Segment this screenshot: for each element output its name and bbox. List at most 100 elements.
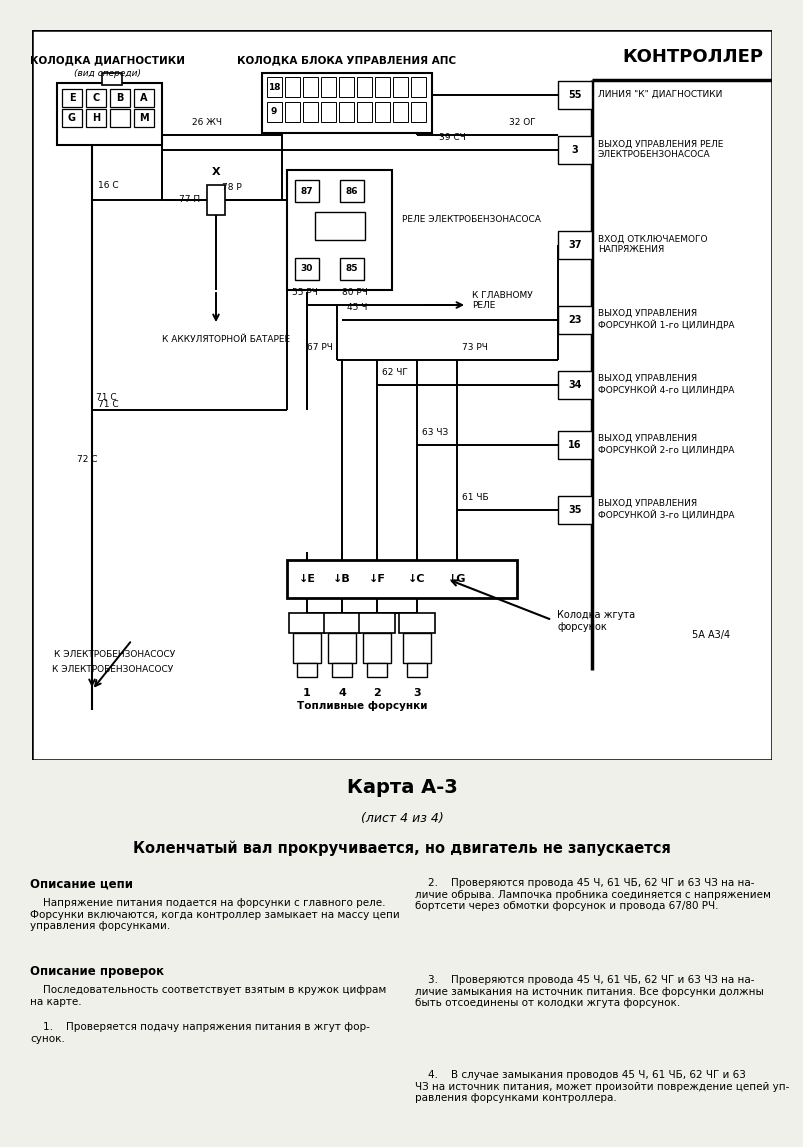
Text: 23: 23 bbox=[568, 315, 581, 325]
Text: Карта А-3: Карта А-3 bbox=[346, 778, 457, 797]
Bar bbox=[62, 89, 82, 107]
Text: 34: 34 bbox=[568, 380, 581, 390]
Bar bbox=[315, 212, 365, 240]
Bar bbox=[262, 73, 431, 133]
Text: 4: 4 bbox=[337, 688, 345, 699]
Text: (лист 4 из 4): (лист 4 из 4) bbox=[361, 812, 442, 825]
Bar bbox=[366, 663, 386, 677]
Text: M: M bbox=[139, 114, 149, 123]
Text: ВЫХОД УПРАВЛЕНИЯ
ФОРСУНКОЙ 2-го ЦИЛИНДРА: ВЫХОД УПРАВЛЕНИЯ ФОРСУНКОЙ 2-го ЦИЛИНДРА bbox=[597, 434, 733, 454]
Bar bbox=[86, 89, 106, 107]
Text: 39 СЧ: 39 СЧ bbox=[438, 133, 465, 142]
Bar bbox=[557, 81, 591, 109]
Text: 86: 86 bbox=[345, 187, 358, 195]
Text: Колодка жгута
форсунок: Колодка жгута форсунок bbox=[556, 610, 634, 632]
Text: 30: 30 bbox=[300, 265, 313, 273]
Text: ↓B: ↓B bbox=[332, 574, 350, 584]
Text: 3: 3 bbox=[413, 688, 420, 699]
Text: 77 П: 77 П bbox=[179, 195, 200, 204]
Text: ВЫХОД УПРАВЛЕНИЯ
ФОРСУНКОЙ 1-го ЦИЛИНДРА: ВЫХОД УПРАВЛЕНИЯ ФОРСУНКОЙ 1-го ЦИЛИНДРА bbox=[597, 309, 734, 329]
Bar bbox=[110, 89, 130, 107]
Text: 4.    В случае замыкания проводов 45 Ч, 61 ЧБ, 62 ЧГ и 63
ЧЗ на источник питания: 4. В случае замыкания проводов 45 Ч, 61 … bbox=[414, 1070, 789, 1103]
Text: 72 С: 72 С bbox=[77, 455, 97, 465]
Bar bbox=[292, 633, 320, 663]
Text: 2.    Проверяются провода 45 Ч, 61 ЧБ, 62 ЧГ и 63 ЧЗ на на-
личие обрыва. Лампоч: 2. Проверяются провода 45 Ч, 61 ЧБ, 62 Ч… bbox=[414, 877, 770, 911]
Bar bbox=[557, 231, 591, 259]
Text: 1.    Проверяется подачу напряжения питания в жгут фор-
сунок.: 1. Проверяется подачу напряжения питания… bbox=[30, 1022, 369, 1044]
Text: 26 ЖЧ: 26 ЖЧ bbox=[192, 118, 222, 127]
Bar bbox=[284, 77, 300, 97]
Text: КОЛОДКА ДИАГНОСТИКИ: КОЛОДКА ДИАГНОСТИКИ bbox=[30, 55, 184, 65]
Bar bbox=[410, 102, 426, 122]
Text: (вид спереди): (вид спереди) bbox=[73, 69, 141, 78]
Text: Топливные форсунки: Топливные форсунки bbox=[296, 701, 426, 711]
Text: КОЛОДКА БЛОКА УПРАВЛЕНИЯ АПС: КОЛОДКА БЛОКА УПРАВЛЕНИЯ АПС bbox=[237, 55, 456, 65]
Text: ЛИНИЯ "К" ДИАГНОСТИКИ: ЛИНИЯ "К" ДИАГНОСТИКИ bbox=[597, 89, 721, 99]
Bar bbox=[295, 180, 319, 202]
Bar bbox=[362, 633, 390, 663]
Bar bbox=[339, 77, 353, 97]
Bar bbox=[303, 77, 318, 97]
Text: ↓F: ↓F bbox=[368, 574, 385, 584]
Text: Описание цепи: Описание цепи bbox=[30, 877, 132, 891]
Bar bbox=[110, 109, 130, 127]
Bar bbox=[359, 612, 394, 633]
Text: 3.    Проверяются провода 45 Ч, 61 ЧБ, 62 ЧГ и 63 ЧЗ на на-
личие замыкания на и: 3. Проверяются провода 45 Ч, 61 ЧБ, 62 Ч… bbox=[414, 975, 763, 1008]
Text: ↓G: ↓G bbox=[447, 574, 466, 584]
Text: К ЭЛЕКТРОБЕНЗОНАСОСУ: К ЭЛЕКТРОБЕНЗОНАСОСУ bbox=[54, 650, 175, 660]
Bar bbox=[340, 258, 364, 280]
Bar bbox=[557, 431, 591, 459]
Text: ↓C: ↓C bbox=[408, 574, 426, 584]
Text: 71 С: 71 С bbox=[98, 400, 119, 409]
Text: РЕЛЕ ЭЛЕКТРОБЕНЗОНАСОСА: РЕЛЕ ЭЛЕКТРОБЕНЗОНАСОСА bbox=[402, 216, 540, 225]
Text: Х: Х bbox=[211, 167, 220, 177]
Text: 73 РЧ: 73 РЧ bbox=[462, 343, 487, 352]
Bar bbox=[287, 560, 516, 598]
Bar bbox=[134, 109, 154, 127]
Bar bbox=[288, 612, 324, 633]
Text: ↓E: ↓E bbox=[298, 574, 315, 584]
Bar bbox=[320, 77, 336, 97]
Bar bbox=[374, 77, 389, 97]
Bar bbox=[393, 77, 407, 97]
Bar bbox=[284, 102, 300, 122]
Text: ВЫХОД УПРАВЛЕНИЯ РЕЛЕ
ЭЛЕКТРОБЕНЗОНАСОСА: ВЫХОД УПРАВЛЕНИЯ РЕЛЕ ЭЛЕКТРОБЕНЗОНАСОСА bbox=[597, 139, 723, 158]
Bar bbox=[402, 633, 430, 663]
Bar bbox=[206, 185, 225, 214]
Text: 78 Р: 78 Р bbox=[222, 184, 242, 192]
Text: 1: 1 bbox=[303, 688, 311, 699]
Bar bbox=[357, 77, 372, 97]
Bar bbox=[295, 258, 319, 280]
Text: G: G bbox=[68, 114, 76, 123]
Bar bbox=[57, 83, 161, 145]
Bar bbox=[557, 370, 591, 399]
Bar bbox=[339, 102, 353, 122]
Text: К ГЛАВНОМУ
РЕЛЕ: К ГЛАВНОМУ РЕЛЕ bbox=[471, 291, 532, 311]
Bar bbox=[134, 89, 154, 107]
Text: 61 ЧБ: 61 ЧБ bbox=[462, 493, 488, 502]
Text: 5А А3/4: 5А А3/4 bbox=[691, 630, 729, 640]
Text: 45 Ч: 45 Ч bbox=[347, 303, 367, 312]
Text: 2: 2 bbox=[373, 688, 381, 699]
Text: B: B bbox=[116, 93, 124, 103]
Text: 80 РЧ: 80 РЧ bbox=[341, 288, 368, 297]
Bar bbox=[86, 109, 106, 127]
Text: К ЭЛЕКТРОБЕНЗОНАСОСУ: К ЭЛЕКТРОБЕНЗОНАСОСУ bbox=[52, 665, 173, 674]
Text: 62 ЧГ: 62 ЧГ bbox=[381, 368, 407, 377]
Bar bbox=[320, 102, 336, 122]
Text: 9: 9 bbox=[271, 108, 277, 117]
Text: 16 С: 16 С bbox=[98, 180, 119, 189]
Text: 87: 87 bbox=[300, 187, 313, 195]
Text: H: H bbox=[92, 114, 100, 123]
Bar bbox=[102, 73, 122, 85]
Text: C: C bbox=[92, 93, 100, 103]
Text: 71 С: 71 С bbox=[96, 393, 116, 401]
Bar bbox=[303, 102, 318, 122]
Text: 55: 55 bbox=[568, 89, 581, 100]
Text: 32 ОГ: 32 ОГ bbox=[508, 118, 535, 127]
Bar bbox=[406, 663, 426, 677]
Bar bbox=[267, 102, 282, 122]
Text: 3: 3 bbox=[571, 145, 577, 155]
Text: 67 РЧ: 67 РЧ bbox=[307, 343, 332, 352]
Bar bbox=[410, 77, 426, 97]
